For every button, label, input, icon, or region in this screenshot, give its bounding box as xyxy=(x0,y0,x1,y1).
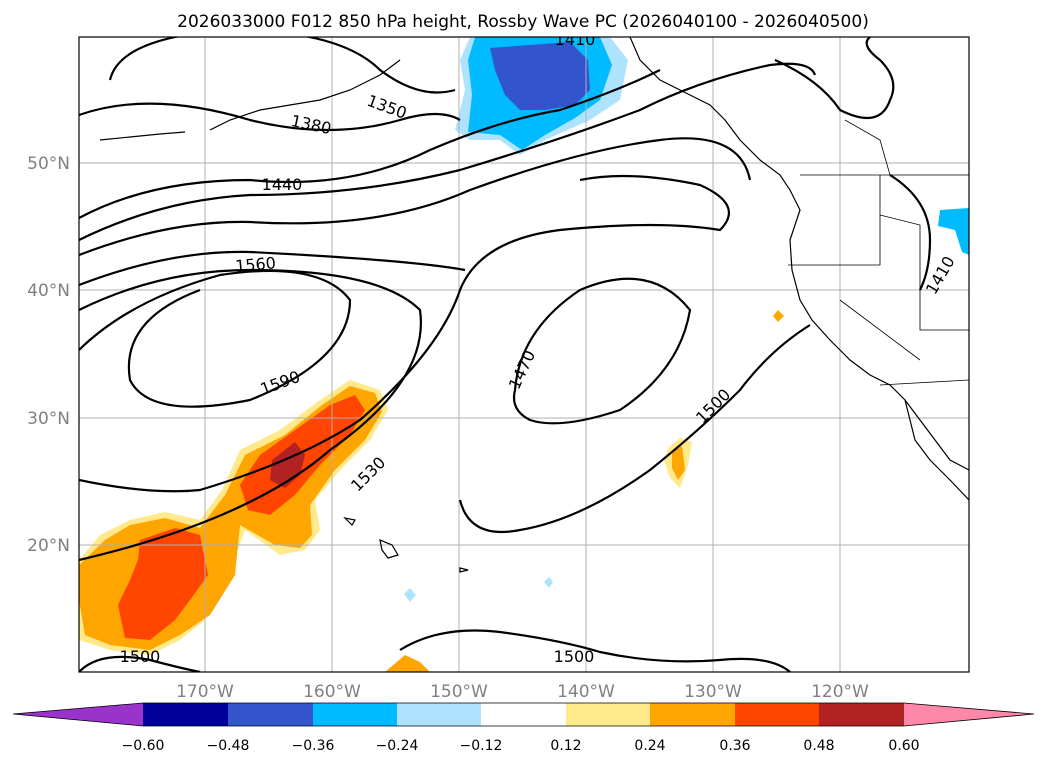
height-contours xyxy=(79,37,932,672)
colorbar-tick-label: 0.48 xyxy=(803,738,834,754)
negative-anomaly-core xyxy=(490,42,590,110)
negative-anomaly-small-1 xyxy=(404,588,416,602)
longitude-labels: 170°W 160°W 150°W 140°W 130°W 120°W xyxy=(176,682,869,702)
colorbar-tick-label: −0.36 xyxy=(292,738,335,754)
colorbar-tick-label: −0.24 xyxy=(376,738,419,754)
positive-anomaly-small-4 xyxy=(773,310,784,322)
coastlines xyxy=(99,37,969,573)
colorbar-bin xyxy=(650,703,735,726)
lat-label: 40°N xyxy=(27,281,70,301)
contour-label: 1500 xyxy=(120,647,161,666)
contour-label: 1410 xyxy=(555,30,596,49)
contour-label: 1440 xyxy=(262,175,303,194)
lon-label: 150°W xyxy=(430,682,488,702)
lat-label: 50°N xyxy=(27,154,70,174)
contour-label: 1560 xyxy=(234,253,276,275)
colorbar-tick-label: −0.48 xyxy=(207,738,250,754)
figure-title: 2026033000 F012 850 hPa height, Rossby W… xyxy=(177,12,869,32)
anomaly-shading xyxy=(79,37,969,672)
contour-label: 1500 xyxy=(554,647,595,666)
colorbar-bin xyxy=(143,703,228,726)
colorbar-bin xyxy=(735,703,819,726)
graticule xyxy=(79,37,969,672)
colorbar-tick-label: −0.12 xyxy=(460,738,503,754)
colorbar-tick-label: 0.12 xyxy=(550,738,581,754)
map-area: 1350 1380 1410 1440 1560 1590 1530 1500 … xyxy=(79,30,969,672)
lon-label: 120°W xyxy=(811,682,869,702)
colorbar-tick-label: 0.24 xyxy=(634,738,665,754)
colorbar-bin xyxy=(397,703,481,726)
colorbar-tick-label: 0.60 xyxy=(888,738,919,754)
colorbar-bin xyxy=(313,703,397,726)
lon-label: 140°W xyxy=(557,682,615,702)
colorbar-extend-high xyxy=(904,703,1034,726)
colorbar-bin xyxy=(481,703,566,726)
latitude-labels: 50°N 40°N 30°N 20°N xyxy=(27,154,70,556)
positive-anomaly-small-3 xyxy=(385,655,430,672)
lon-label: 170°W xyxy=(176,682,234,702)
lon-label: 130°W xyxy=(684,682,742,702)
colorbar-tick-label: 0.36 xyxy=(719,738,750,754)
negative-anomaly-small-2 xyxy=(544,577,553,588)
negative-anomaly-east xyxy=(938,208,969,255)
colorbar-bin xyxy=(566,703,650,726)
map-frame xyxy=(78,36,970,673)
colorbar-tick-label: −0.60 xyxy=(122,738,165,754)
colorbar-bin xyxy=(819,703,904,726)
positive-anomaly-small-2 xyxy=(672,446,685,480)
lon-label: 160°W xyxy=(303,682,361,702)
colorbar-extend-low xyxy=(13,703,143,726)
lat-label: 30°N xyxy=(27,409,70,429)
colorbar-bin xyxy=(228,703,313,726)
colorbar: −0.60 −0.48 −0.36 −0.24 −0.12 0.12 0.24 … xyxy=(12,702,1035,754)
lat-label: 20°N xyxy=(27,536,70,556)
colorbar-ticks: −0.60 −0.48 −0.36 −0.24 −0.12 0.12 0.24 … xyxy=(122,738,920,754)
borders xyxy=(788,119,969,386)
colorbar-outline xyxy=(12,702,1035,727)
